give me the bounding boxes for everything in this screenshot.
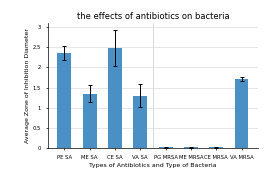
- Bar: [209, 147, 223, 148]
- Title: the effects of antibiotics on bacteria: the effects of antibiotics on bacteria: [77, 12, 229, 21]
- Bar: [184, 147, 198, 148]
- Y-axis label: Average Zone of Inhibition Diameter: Average Zone of Inhibition Diameter: [25, 28, 30, 143]
- Bar: [108, 48, 122, 148]
- Bar: [83, 94, 97, 148]
- X-axis label: Types of Antibiotics and Type of Bacteria: Types of Antibiotics and Type of Bacteri…: [89, 163, 217, 168]
- Bar: [57, 53, 71, 148]
- Bar: [235, 79, 248, 148]
- Bar: [133, 96, 147, 148]
- Bar: [159, 147, 173, 148]
